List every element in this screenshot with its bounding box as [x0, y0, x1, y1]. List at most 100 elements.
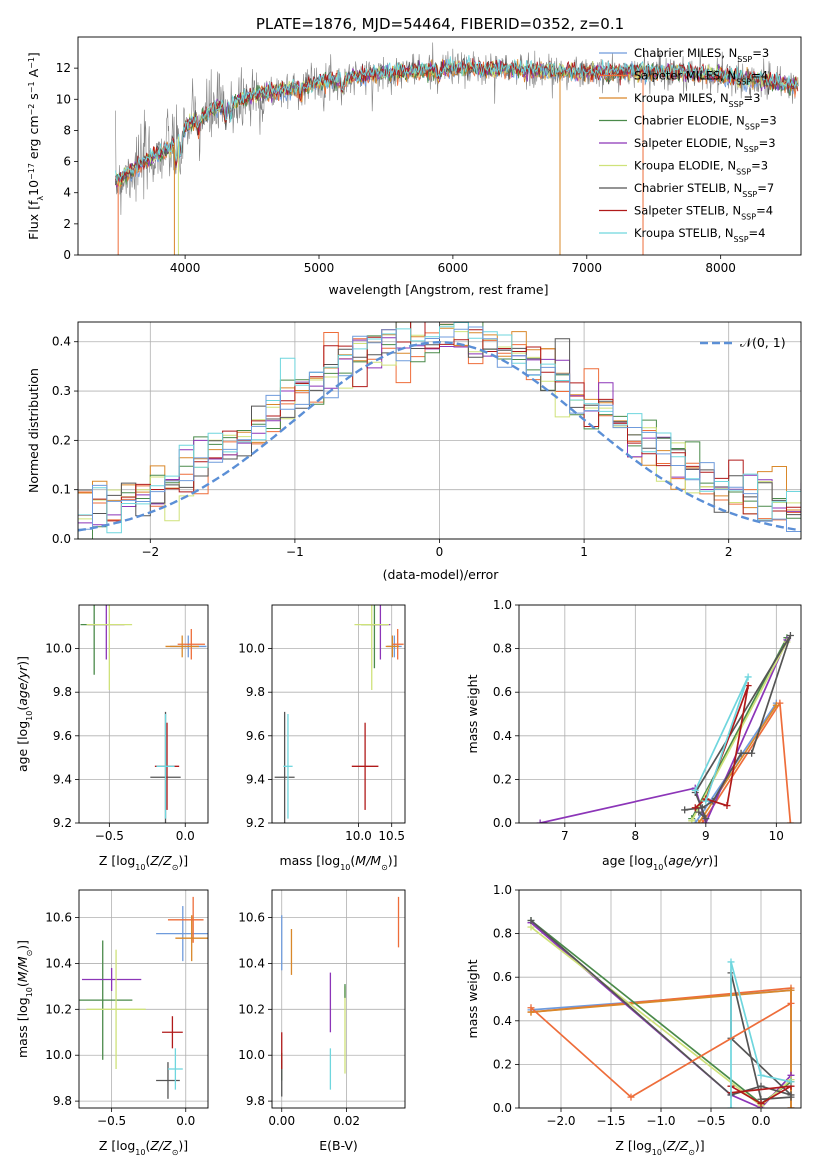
axes-frame — [77, 321, 802, 540]
weight-marker-chabrier_stelib — [527, 917, 535, 925]
y-axis-label: mass weight — [465, 959, 480, 1038]
y-tick-label: 1.0 — [493, 598, 512, 612]
weight-marker-kroupa_stelib — [757, 1071, 765, 1079]
y-tick-label: 0.0 — [493, 1101, 512, 1115]
x-tick-label: −2.0 — [546, 1114, 575, 1128]
x-tick-label: −0.5 — [95, 829, 124, 843]
x-tick-label: 5000 — [304, 261, 335, 275]
mass_vs_ebv-panel: 0.00 0.02 9.8 10.0 10.2 10.4 10.6 E(B-V) — [238, 889, 406, 1153]
y-tick-label: 0.0 — [52, 532, 71, 546]
y-axis-label: mass [log10(M/M⊙)] — [15, 940, 34, 1058]
y-tick-label: 6 — [63, 155, 71, 169]
weight-marker-salpeter_stelib — [691, 804, 699, 812]
weight-marker-kroupa_stelib — [702, 797, 710, 805]
x-tick-label: −2 — [141, 545, 159, 559]
weight-line-salpeter_stelib — [730, 1085, 792, 1105]
histogram-kroupa_stelib — [78, 326, 801, 532]
y-tick-label: 0.4 — [493, 1014, 512, 1028]
y-tick-label: 0.4 — [52, 335, 71, 349]
weight-marker-kroupa_stelib — [691, 786, 699, 794]
x-tick-label: 8000 — [705, 261, 736, 275]
weight-marker-salpeter_miles — [527, 1004, 535, 1012]
legend-label: Kroupa ELODIE, NSSP=3 — [634, 159, 768, 177]
age_vs_z-panel: −0.5 0.0 9.2 9.4 9.6 9.8 10.0 Z [log10(Z/Z⊙)] ag… — [15, 604, 209, 872]
weight-marker-kroupa_miles — [695, 819, 703, 823]
y-tick-label: 0.2 — [493, 1057, 512, 1071]
x-tick-label: 10 — [769, 829, 784, 843]
x-tick-label: 0.0 — [176, 1114, 195, 1128]
y-tick-label: 9.8 — [246, 1094, 265, 1108]
age_vs_z-points — [80, 605, 207, 823]
x-tick-label: 0.0 — [176, 829, 195, 843]
y-tick-label: 10.0 — [45, 1048, 72, 1062]
y-tick-label: 10.4 — [238, 956, 265, 970]
y-tick-label: 0.3 — [52, 384, 71, 398]
mass_vs_z-points — [79, 896, 208, 1099]
y-axis-label: Flux [fλ10−17 erg cm−2 s−1 A−1] — [26, 52, 45, 240]
legend-label: Chabrier ELODIE, NSSP=3 — [634, 114, 777, 132]
x-axis-label: Z [log10(Z/Z⊙)] — [99, 853, 188, 872]
weight-marker-kroupa_miles — [787, 1104, 795, 1108]
x-tick-label: 4000 — [170, 261, 201, 275]
y-tick-label: 9.2 — [246, 816, 265, 830]
y-tick-label: 10.6 — [45, 911, 72, 925]
x-axis-label: wavelength [Angstrom, rest frame] — [328, 282, 548, 297]
weight-marker-salpeter_stelib — [757, 1100, 765, 1108]
x-tick-label: 6000 — [438, 261, 469, 275]
weight-line-kroupa_miles — [698, 704, 778, 823]
y-tick-label: 10.6 — [238, 911, 265, 925]
weight-marker-kroupa_miles — [787, 986, 795, 994]
weight_vs_age-series — [536, 632, 794, 823]
residual-histograms — [78, 322, 801, 539]
spectrum-lines — [115, 42, 799, 255]
x-tick-label: 0.0 — [751, 1114, 770, 1128]
weight-line-chabrier_stelib — [684, 635, 792, 820]
legend-label: Chabrier MILES, NSSP=3 — [634, 46, 769, 64]
y-tick-label: 0.2 — [52, 433, 71, 447]
y-tick-label: 9.4 — [246, 772, 265, 786]
y-tick-label: 10 — [56, 92, 71, 106]
x-tick-label: 7 — [561, 829, 569, 843]
y-tick-label: 10.2 — [45, 1002, 72, 1016]
x-tick-label: 0.02 — [333, 1114, 360, 1128]
y-tick-label: 9.6 — [246, 729, 265, 743]
axes-frame — [78, 889, 209, 1109]
y-axis-label: mass weight — [465, 674, 480, 753]
y-tick-label: 0.8 — [493, 642, 512, 656]
y-axis-label: Normed distribution — [26, 368, 41, 493]
x-axis-label: age [log10(age/yr)] — [602, 853, 718, 872]
y-tick-label: 0.4 — [493, 729, 512, 743]
x-tick-label: −1.0 — [646, 1114, 675, 1128]
weight-marker-salpeter_miles — [627, 1093, 635, 1101]
legend-label: Salpeter STELIB, NSSP=4 — [634, 204, 773, 222]
weight-marker-salpeter_stelib — [723, 802, 731, 810]
legend-label-gaussian: 𝒩(0, 1) — [740, 335, 786, 350]
x-tick-label: 10.0 — [345, 829, 372, 843]
weight-marker-chabrier_stelib — [737, 749, 745, 757]
weight-marker-kroupa_elodie — [527, 923, 535, 931]
weight-marker-chabrier_stelib — [748, 749, 756, 757]
y-tick-label: 12 — [56, 61, 71, 75]
axes-frame — [518, 604, 802, 824]
axes-frame — [77, 36, 802, 256]
weight-marker-salpeter_miles — [786, 819, 794, 823]
age_vs_mass-points — [274, 605, 404, 823]
x-axis-label: mass [log10(M/M⊙)] — [279, 853, 397, 872]
weight-marker-salpeter_miles — [698, 819, 706, 823]
y-tick-label: 9.4 — [53, 772, 72, 786]
spectrum-model-line-kroupa_stelib — [115, 55, 799, 183]
weight-line-salpeter_miles — [701, 700, 792, 823]
y-tick-label: 0.6 — [493, 970, 512, 984]
weight-marker-salpeter_elodie — [536, 819, 544, 823]
weight-marker-chabrier_stelib — [698, 804, 706, 812]
y-tick-label: 4 — [63, 186, 71, 200]
x-tick-label: 1 — [580, 545, 588, 559]
weight-marker-chabrier_stelib — [695, 808, 703, 816]
age_vs_mass-panel: 10.0 10.5 9.2 9.4 9.6 9.8 10.0 mass [log10(M/M⊙… — [238, 604, 406, 872]
weight-marker-salpeter_miles — [776, 699, 784, 707]
weight_vs_z-series — [527, 917, 795, 1108]
weight-marker-chabrier_stelib — [757, 1082, 765, 1090]
y-tick-label: 10.4 — [45, 956, 72, 970]
y-tick-label: 0.2 — [493, 772, 512, 786]
y-tick-label: 0.8 — [493, 927, 512, 941]
